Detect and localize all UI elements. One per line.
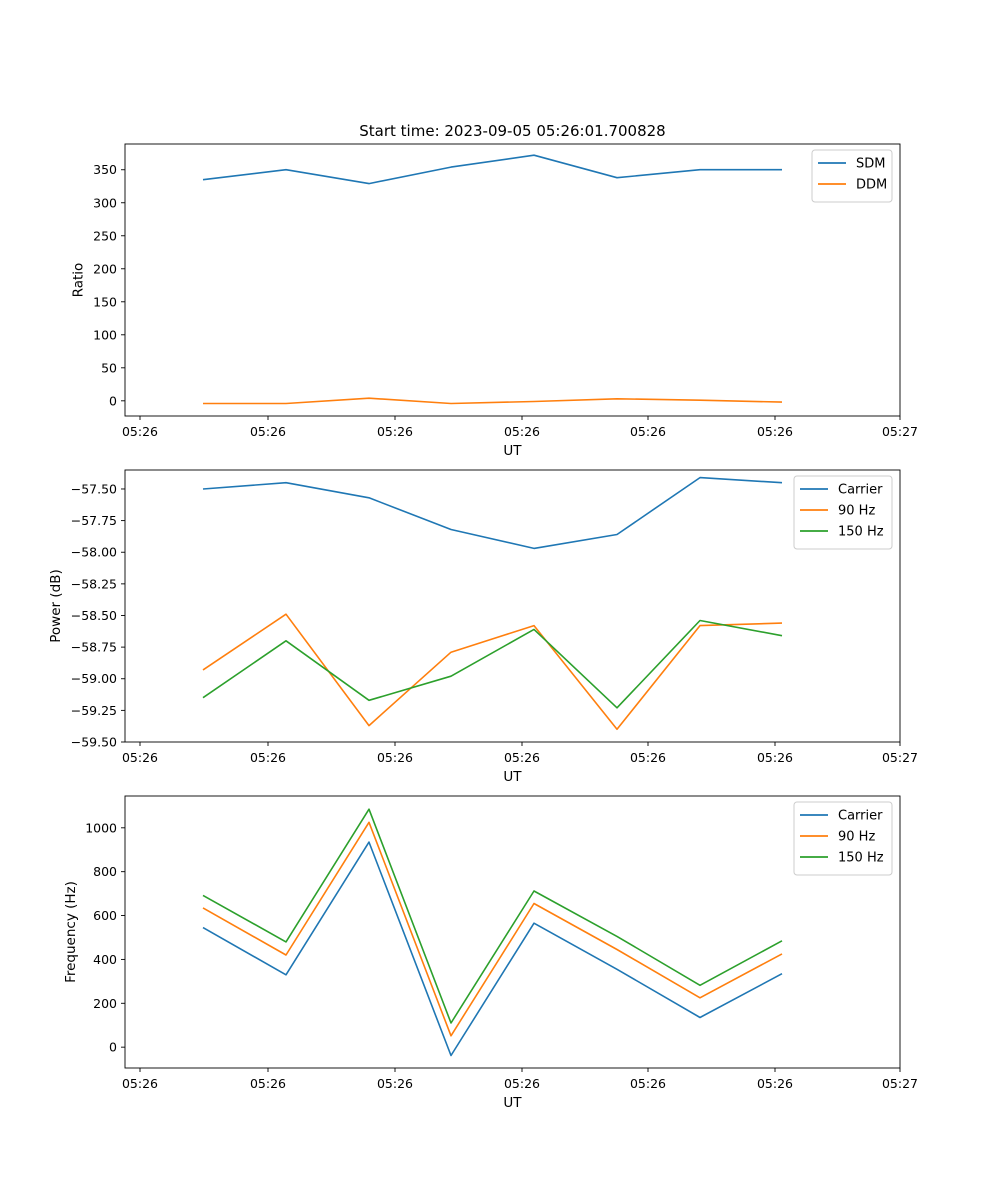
x-tick-label: 05:26 <box>757 424 793 439</box>
y-tick-label: −58.50 <box>71 608 117 623</box>
legend-label: 90 Hz <box>838 830 875 845</box>
legend-label: Carrier <box>838 809 883 824</box>
y-tick-label: 200 <box>93 996 117 1011</box>
x-tick-label: 05:26 <box>122 1076 158 1091</box>
axes-frame <box>124 795 901 1069</box>
x-tick-label: 05:26 <box>504 424 540 439</box>
y-tick-label: 200 <box>93 261 117 276</box>
y-tick-label: −58.25 <box>71 576 117 591</box>
x-tick-label: 05:26 <box>630 750 666 765</box>
legend-label: 150 Hz <box>838 525 884 540</box>
x-axis-label: UT <box>503 443 522 459</box>
y-tick-label: 1000 <box>85 820 117 835</box>
chart-panel-3: 05:26 05:26 05:26 05:26 05:26 05:26 05:27 UT 0 20… <box>63 795 918 1111</box>
y-tick-label: −57.75 <box>71 513 117 528</box>
axes-frame <box>124 143 901 417</box>
y-tick-label: 400 <box>93 952 117 967</box>
x-tick-label: 05:26 <box>122 424 158 439</box>
axes-frame <box>124 469 901 743</box>
x-tick-label: 05:26 <box>377 424 413 439</box>
y-tick-label: −59.00 <box>71 671 117 686</box>
x-tick-label: 05:26 <box>630 1076 666 1091</box>
legend-label: DDM <box>856 178 887 193</box>
x-tick-label: 05:26 <box>504 1076 540 1091</box>
y-axis-label: Ratio <box>71 263 87 298</box>
legend-label: 150 Hz <box>838 851 884 866</box>
x-tick-label: 05:26 <box>504 750 540 765</box>
series-line-150-hz <box>202 619 783 709</box>
series-line-carrier <box>202 476 783 550</box>
x-axis-label: UT <box>503 1095 522 1111</box>
x-tick-label: 05:26 <box>250 1076 286 1091</box>
x-tick-label: 05:26 <box>250 424 286 439</box>
x-axis-label: UT <box>503 769 522 785</box>
y-tick-label: 300 <box>93 195 117 210</box>
legend: SDM DDM <box>811 149 893 203</box>
series-line-sdm <box>202 154 782 185</box>
legend-label: Carrier <box>838 483 883 498</box>
legend-label: SDM <box>856 157 885 172</box>
x-tick-label: 05:27 <box>882 424 918 439</box>
x-tick-label: 05:26 <box>630 424 666 439</box>
y-tick-label: 250 <box>93 228 117 243</box>
chart-panel-2: 05:26 05:26 05:26 05:26 05:26 05:26 05:27 UT −59… <box>48 469 918 785</box>
chart-panel-1: Start time: 2023-09-05 05:26:01.70082805… <box>71 122 919 459</box>
chart-title: Start time: 2023-09-05 05:26:01.700828 <box>359 122 665 140</box>
y-tick-label: −59.50 <box>71 735 117 750</box>
y-tick-label: −57.50 <box>71 481 117 496</box>
legend: Carrier 90 Hz 150 Hz <box>793 475 893 550</box>
x-tick-label: 05:26 <box>757 1076 793 1091</box>
y-tick-label: 0 <box>109 1040 117 1055</box>
series-line-150-hz <box>202 808 783 1024</box>
y-tick-label: −59.25 <box>71 703 117 718</box>
y-tick-label: 350 <box>93 162 117 177</box>
x-tick-label: 05:27 <box>882 1076 918 1091</box>
legend-label: 90 Hz <box>838 504 875 519</box>
x-tick-label: 05:26 <box>122 750 158 765</box>
x-tick-label: 05:27 <box>882 750 918 765</box>
y-axis-label: Power (dB) <box>48 569 64 642</box>
series-line-ddm <box>203 397 783 405</box>
y-tick-label: 800 <box>93 864 117 879</box>
x-tick-label: 05:26 <box>377 750 413 765</box>
x-tick-label: 05:26 <box>757 750 793 765</box>
x-tick-label: 05:26 <box>250 750 286 765</box>
y-tick-label: 100 <box>93 327 117 342</box>
y-tick-label: 600 <box>93 908 117 923</box>
legend: Carrier 90 Hz 150 Hz <box>793 801 893 876</box>
series-line-90-hz <box>202 613 783 731</box>
y-tick-label: −58.75 <box>71 640 117 655</box>
x-tick-label: 05:26 <box>377 1076 413 1091</box>
y-tick-label: −58.00 <box>71 545 117 560</box>
y-tick-label: 0 <box>109 393 117 408</box>
y-tick-label: 150 <box>93 294 117 309</box>
y-axis-label: Frequency (Hz) <box>63 881 79 983</box>
series-line-carrier <box>202 841 783 1057</box>
y-tick-label: 50 <box>101 360 117 375</box>
series-line-90-hz <box>202 821 783 1037</box>
